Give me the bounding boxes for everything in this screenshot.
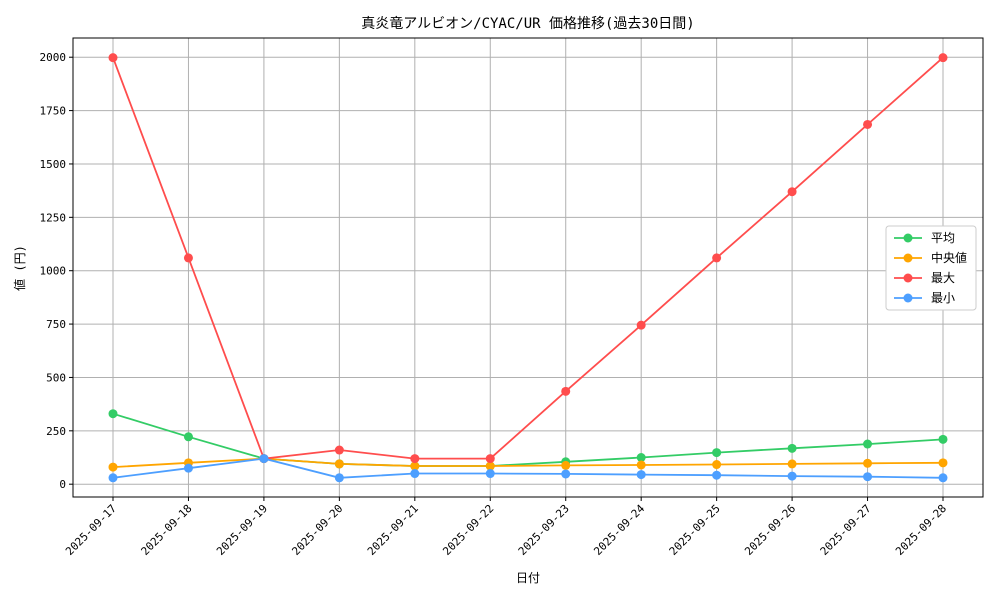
data-point (108, 473, 118, 483)
data-point (108, 53, 118, 63)
legend-label: 平均 (931, 231, 955, 245)
data-point (108, 462, 118, 472)
data-point (561, 469, 571, 479)
data-point (938, 458, 948, 468)
series-line (112, 56, 944, 460)
data-point (485, 454, 495, 464)
legend-box (885, 225, 977, 311)
data-point (787, 471, 797, 481)
legend-marker (903, 253, 913, 263)
y-axis: 0 250 500 750 1000 1250 1500 1750 2000 (40, 51, 73, 491)
y-tick-label: 500 (46, 371, 66, 384)
legend-label: 中央値 (931, 250, 967, 265)
data-point (183, 463, 193, 473)
data-point (938, 434, 948, 444)
data-point (938, 473, 948, 483)
data-point (410, 469, 420, 479)
data-point (410, 454, 420, 464)
data-point (863, 458, 873, 468)
y-axis-title: 値 (円) (12, 245, 27, 291)
data-point (334, 473, 344, 483)
legend-marker (903, 233, 913, 243)
data-point (334, 445, 344, 455)
data-point (636, 470, 646, 480)
legend-label: 最小 (931, 291, 955, 305)
data-point (636, 453, 646, 463)
x-axis-title: 日付 (516, 571, 540, 585)
legend-marker (903, 273, 913, 283)
y-tick-label: 1500 (40, 158, 67, 171)
data-point (561, 460, 571, 470)
y-tick-label: 2000 (40, 51, 67, 64)
data-point (410, 461, 420, 471)
series-line (112, 457, 944, 479)
data-point (787, 187, 797, 197)
y-tick-label: 0 (59, 478, 66, 491)
data-point (183, 253, 193, 263)
y-tick-label: 1750 (40, 105, 67, 118)
data-point (863, 439, 873, 449)
data-point (712, 460, 722, 470)
y-tick-label: 750 (46, 318, 66, 331)
series-line (112, 412, 944, 467)
data-point (787, 459, 797, 469)
y-tick-label: 1000 (40, 265, 67, 278)
data-point (636, 460, 646, 470)
data-point (183, 432, 193, 442)
y-tick-label: 250 (46, 425, 66, 438)
data-point (485, 469, 495, 479)
data-point (712, 448, 722, 458)
grid-lines (73, 38, 983, 497)
legend-label: 最大 (931, 271, 955, 285)
data-point (108, 409, 118, 419)
chart-title: 真炎竜アルビオン/CYAC/UR 価格推移(過去30日間) (361, 15, 694, 32)
plot-frame (72, 37, 984, 498)
data-point (712, 253, 722, 263)
data-point (334, 459, 344, 469)
data-point (561, 386, 571, 396)
data-point (636, 320, 646, 330)
data-point (863, 119, 873, 129)
data-point (712, 470, 722, 480)
data-point (863, 472, 873, 482)
data-point (787, 443, 797, 453)
legend-marker (903, 293, 913, 303)
data-point (259, 454, 269, 464)
data-series (108, 53, 948, 483)
y-tick-label: 1250 (40, 211, 67, 224)
data-point (485, 461, 495, 471)
data-point (938, 53, 948, 63)
